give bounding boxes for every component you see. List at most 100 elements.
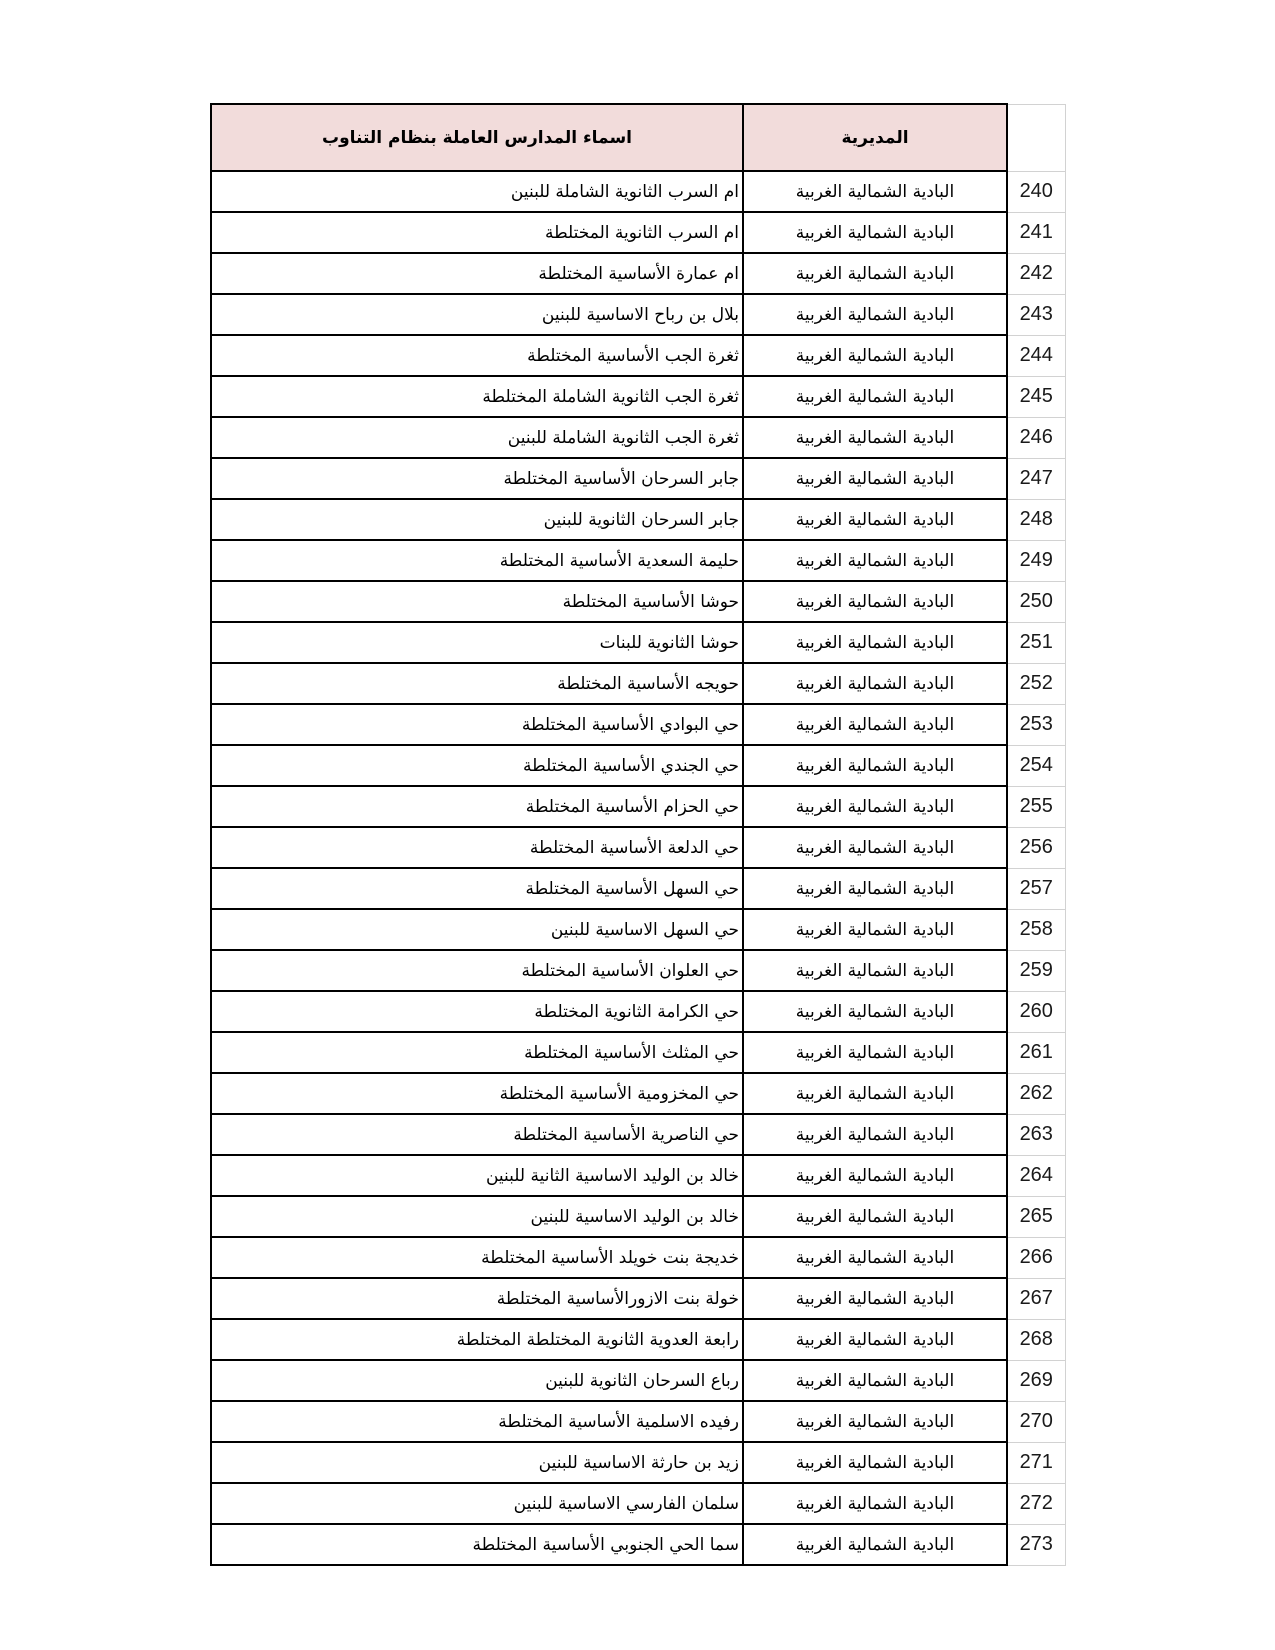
row-number-cell: 243 [1006, 293, 1066, 336]
table-row: حي العلوان الأساسية المختلطة البادية الش… [210, 949, 1066, 992]
table-row: سما الحي الجنوبي الأساسية المختلطة الباد… [210, 1523, 1066, 1566]
directorate-cell: البادية الشمالية الغربية [742, 703, 1008, 746]
directorate-cell: البادية الشمالية الغربية [742, 785, 1008, 828]
directorate-cell: البادية الشمالية الغربية [742, 1523, 1008, 1566]
table-row: رفيده الاسلمية الأساسية المختلطة البادية… [210, 1400, 1066, 1443]
row-number-cell: 266 [1006, 1236, 1066, 1279]
row-number-header-cell [1006, 103, 1066, 172]
row-number-cell: 271 [1006, 1441, 1066, 1484]
table-row: خالد بن الوليد الاساسية للبنين البادية ا… [210, 1195, 1066, 1238]
directorate-cell: البادية الشمالية الغربية [742, 1236, 1008, 1279]
directorate-cell: البادية الشمالية الغربية [742, 416, 1008, 459]
table-row: حي المخزومية الأساسية المختلطة البادية ا… [210, 1072, 1066, 1115]
school-name-cell: حي الكرامة الثانوية المختلطة [210, 990, 744, 1033]
directorate-cell: البادية الشمالية الغربية [742, 457, 1008, 500]
directorate-cell: البادية الشمالية الغربية [742, 1359, 1008, 1402]
table-row: خالد بن الوليد الاساسية الثانية للبنين ا… [210, 1154, 1066, 1197]
school-name-cell: حي المثلث الأساسية المختلطة [210, 1031, 744, 1074]
schools-header-cell: اسماء المدارس العاملة بنظام التناوب [210, 103, 744, 172]
row-number-cell: 245 [1006, 375, 1066, 418]
directorate-cell: البادية الشمالية الغربية [742, 211, 1008, 254]
row-number-cell: 269 [1006, 1359, 1066, 1402]
row-number-cell: 256 [1006, 826, 1066, 869]
row-number-cell: 262 [1006, 1072, 1066, 1115]
school-name-cell: سلمان الفارسي الاساسية للبنين [210, 1482, 744, 1525]
school-name-cell: خديجة بنت خويلد الأساسية المختلطة [210, 1236, 744, 1279]
directorate-cell: البادية الشمالية الغربية [742, 580, 1008, 623]
school-name-cell: حي الحزام الأساسية المختلطة [210, 785, 744, 828]
table-row: حي الكرامة الثانوية المختلطة البادية الش… [210, 990, 1066, 1033]
row-number-cell: 240 [1006, 170, 1066, 213]
school-name-cell: سما الحي الجنوبي الأساسية المختلطة [210, 1523, 744, 1566]
directorate-header-cell: المديرية [742, 103, 1008, 172]
school-name-cell: ام السرب الثانوية الشاملة للبنين [210, 170, 744, 213]
school-name-cell: حي البوادي الأساسية المختلطة [210, 703, 744, 746]
table-row: حي الحزام الأساسية المختلطة البادية الشم… [210, 785, 1066, 828]
table-row: حوشا الأساسية المختلطة البادية الشمالية … [210, 580, 1066, 623]
table-row: حي الدلعة الأساسية المختلطة البادية الشم… [210, 826, 1066, 869]
table-row: ثغرة الجب الثانوية الشاملة المختلطة البا… [210, 375, 1066, 418]
row-number-cell: 258 [1006, 908, 1066, 951]
row-number-cell: 249 [1006, 539, 1066, 582]
table-row: حويجه الأساسية المختلطة البادية الشمالية… [210, 662, 1066, 705]
table-row: خولة بنت الازورالأساسية المختلطة البادية… [210, 1277, 1066, 1320]
school-name-cell: حويجه الأساسية المختلطة [210, 662, 744, 705]
table-row: جابر السرحان الأساسية المختلطة البادية ا… [210, 457, 1066, 500]
directorate-cell: البادية الشمالية الغربية [742, 498, 1008, 541]
table-row: حي السهل الاساسية للبنين البادية الشمالي… [210, 908, 1066, 951]
table-row: حي السهل الأساسية المختلطة البادية الشما… [210, 867, 1066, 910]
directorate-cell: البادية الشمالية الغربية [742, 375, 1008, 418]
directorate-cell: البادية الشمالية الغربية [742, 1318, 1008, 1361]
directorate-cell: البادية الشمالية الغربية [742, 990, 1008, 1033]
table-row: حليمة السعدية الأساسية المختلطة البادية … [210, 539, 1066, 582]
school-name-cell: حي الجندي الأساسية المختلطة [210, 744, 744, 787]
directorate-cell: البادية الشمالية الغربية [742, 1113, 1008, 1156]
school-name-cell: حي المخزومية الأساسية المختلطة [210, 1072, 744, 1115]
directorate-cell: البادية الشمالية الغربية [742, 1195, 1008, 1238]
school-name-cell: ام عمارة الأساسية المختلطة [210, 252, 744, 295]
directorate-cell: البادية الشمالية الغربية [742, 293, 1008, 336]
row-number-cell: 261 [1006, 1031, 1066, 1074]
row-number-cell: 253 [1006, 703, 1066, 746]
school-name-cell: حي السهل الأساسية المختلطة [210, 867, 744, 910]
table-row: رباع السرحان الثانوية للبنين البادية الش… [210, 1359, 1066, 1402]
school-name-cell: رباع السرحان الثانوية للبنين [210, 1359, 744, 1402]
schools-table: اسماء المدارس العاملة بنظام التناوب المد… [210, 103, 1066, 1566]
row-number-cell: 267 [1006, 1277, 1066, 1320]
row-number-cell: 263 [1006, 1113, 1066, 1156]
directorate-cell: البادية الشمالية الغربية [742, 1031, 1008, 1074]
table-row: خديجة بنت خويلد الأساسية المختلطة البادي… [210, 1236, 1066, 1279]
table-row: زيد بن حارثة الاساسية للبنين البادية الش… [210, 1441, 1066, 1484]
school-name-cell: جابر السرحان الأساسية المختلطة [210, 457, 744, 500]
row-number-cell: 255 [1006, 785, 1066, 828]
school-name-cell: رابعة العدوية الثانوية المختلطة المختلطة [210, 1318, 744, 1361]
row-number-cell: 244 [1006, 334, 1066, 377]
school-name-cell: حي العلوان الأساسية المختلطة [210, 949, 744, 992]
school-name-cell: حي الناصرية الأساسية المختلطة [210, 1113, 744, 1156]
table-row: جابر السرحان الثانوية للبنين البادية الش… [210, 498, 1066, 541]
directorate-cell: البادية الشمالية الغربية [742, 1277, 1008, 1320]
row-number-cell: 248 [1006, 498, 1066, 541]
table-row: بلال بن رباح الاساسية للبنين البادية الش… [210, 293, 1066, 336]
directorate-cell: البادية الشمالية الغربية [742, 170, 1008, 213]
table-row: حي الجندي الأساسية المختلطة البادية الشم… [210, 744, 1066, 787]
table-row: ام عمارة الأساسية المختلطة البادية الشما… [210, 252, 1066, 295]
row-number-cell: 246 [1006, 416, 1066, 459]
row-number-cell: 242 [1006, 252, 1066, 295]
directorate-cell: البادية الشمالية الغربية [742, 662, 1008, 705]
table-body: ام السرب الثانوية الشاملة للبنين البادية… [210, 170, 1066, 1566]
school-name-cell: ام السرب الثانوية المختلطة [210, 211, 744, 254]
school-name-cell: ثغرة الجب الثانوية الشاملة للبنين [210, 416, 744, 459]
row-number-cell: 272 [1006, 1482, 1066, 1525]
table-row: ام السرب الثانوية الشاملة للبنين البادية… [210, 170, 1066, 213]
table-header-row: اسماء المدارس العاملة بنظام التناوب المد… [210, 103, 1066, 172]
school-name-cell: حي السهل الاساسية للبنين [210, 908, 744, 951]
table-row: سلمان الفارسي الاساسية للبنين البادية ال… [210, 1482, 1066, 1525]
school-name-cell: خالد بن الوليد الاساسية الثانية للبنين [210, 1154, 744, 1197]
row-number-cell: 264 [1006, 1154, 1066, 1197]
row-number-cell: 273 [1006, 1523, 1066, 1566]
row-number-cell: 260 [1006, 990, 1066, 1033]
school-name-cell: ثغرة الجب الأساسية المختلطة [210, 334, 744, 377]
table-row: ام السرب الثانوية المختلطة البادية الشما… [210, 211, 1066, 254]
